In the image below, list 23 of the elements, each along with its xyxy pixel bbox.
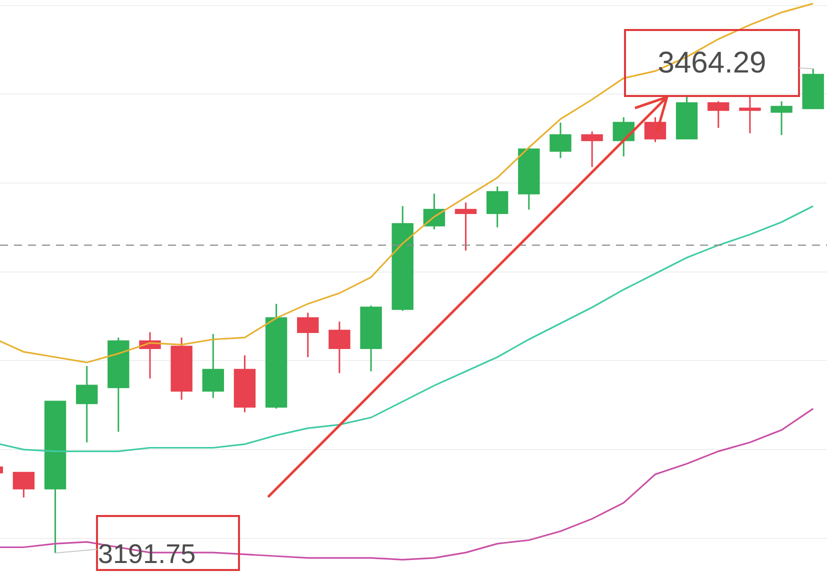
candlestick [44, 400, 66, 554]
candlestick [170, 336, 192, 401]
candlestick [550, 122, 572, 159]
candlestick [581, 130, 603, 168]
candlestick [770, 100, 792, 136]
candlestick [108, 336, 130, 432]
candlestick [644, 116, 666, 143]
candlestick [360, 304, 382, 372]
candlestick [392, 205, 414, 312]
candlestick [739, 95, 761, 134]
candlestick [297, 312, 319, 358]
candlestick [454, 202, 477, 252]
candlestick [265, 303, 288, 410]
candlestick [518, 146, 540, 210]
annotation: 3464.29 [658, 46, 766, 80]
candlestick [676, 95, 698, 140]
candlestick [234, 354, 256, 413]
candlestick [328, 320, 350, 374]
candlestick [76, 365, 98, 444]
candlestick [486, 186, 508, 228]
candlestick [202, 333, 224, 399]
candlestick [708, 100, 730, 129]
candlestick [12, 472, 35, 498]
